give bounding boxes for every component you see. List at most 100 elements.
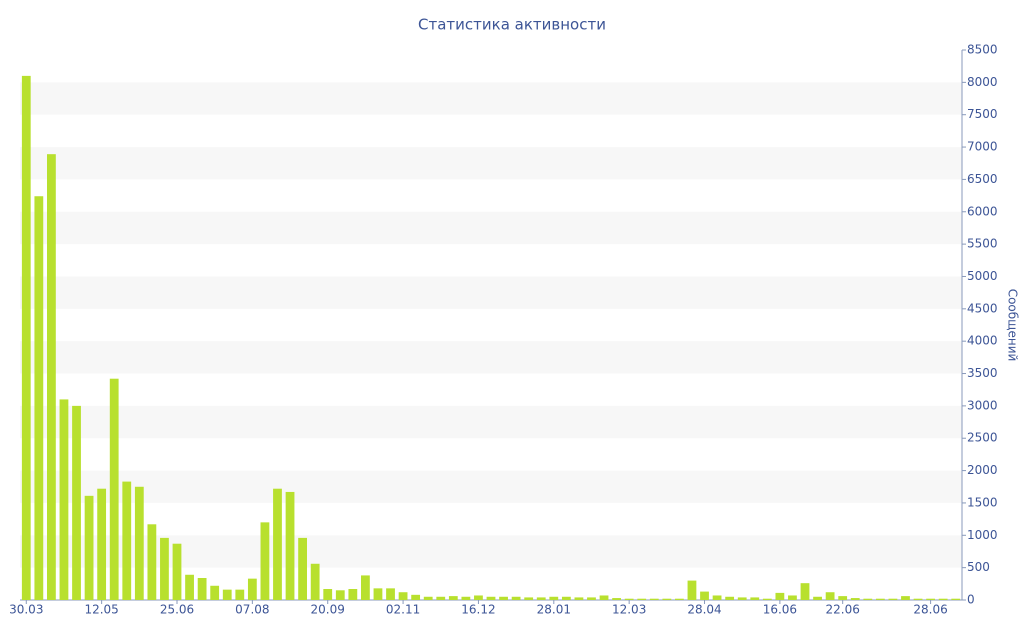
- bar: [863, 598, 873, 600]
- bar: [210, 585, 220, 600]
- bar: [850, 598, 860, 600]
- bar: [675, 598, 684, 600]
- y-tick-label: 3000: [967, 398, 998, 412]
- bar: [34, 196, 44, 600]
- bar: [536, 597, 546, 600]
- y-tick-label: 5000: [967, 269, 998, 283]
- x-tick-label: 12.05: [84, 603, 118, 617]
- bar: [587, 597, 596, 600]
- bar: [185, 574, 194, 600]
- bar: [122, 481, 132, 600]
- bar: [398, 592, 408, 600]
- bar: [511, 596, 521, 600]
- bar: [913, 598, 923, 600]
- bar: [637, 598, 647, 600]
- bar: [285, 491, 295, 600]
- bar: [825, 592, 835, 600]
- bar: [361, 575, 370, 600]
- y-tick-label: 3500: [967, 366, 998, 380]
- bar: [599, 595, 609, 600]
- bar: [561, 596, 571, 600]
- x-tick-label: 22.06: [826, 603, 860, 617]
- bar: [612, 598, 621, 600]
- bar: [762, 598, 772, 600]
- grid-band: [20, 211, 962, 245]
- bar: [662, 598, 672, 600]
- bar: [109, 378, 119, 600]
- x-tick-label: 28.06: [913, 603, 947, 617]
- bar: [712, 595, 722, 600]
- bar: [134, 486, 144, 600]
- bar: [97, 488, 107, 600]
- bar: [273, 488, 282, 600]
- bar: [436, 596, 446, 600]
- x-tick-label: 07.08: [235, 603, 269, 617]
- bar: [47, 154, 56, 601]
- bar: [222, 589, 232, 600]
- y-tick-label: 0: [967, 593, 975, 607]
- bar: [901, 596, 910, 600]
- bar: [348, 589, 358, 600]
- y-tick-label: 6000: [967, 204, 998, 218]
- bar: [310, 563, 320, 600]
- y-tick-label: 8000: [967, 75, 998, 89]
- bar: [574, 597, 584, 600]
- bar: [474, 595, 483, 600]
- bar: [260, 522, 270, 600]
- bar: [247, 578, 257, 600]
- x-tick-label: 25.06: [160, 603, 194, 617]
- x-tick-label: 16.12: [461, 603, 495, 617]
- y-tick-label: 2500: [967, 431, 998, 445]
- bar: [72, 405, 81, 600]
- grid-band: [20, 147, 962, 180]
- bar: [423, 596, 433, 600]
- bar: [788, 595, 797, 600]
- bar: [21, 75, 31, 601]
- y-tick-label: 4500: [967, 301, 998, 315]
- y-tick-label: 8500: [967, 43, 998, 57]
- x-tick-label: 28.01: [537, 603, 571, 617]
- bar: [549, 596, 559, 600]
- bar: [700, 591, 709, 600]
- grid-band: [20, 82, 962, 115]
- bar: [160, 537, 169, 600]
- bar: [926, 598, 935, 600]
- bar: [84, 495, 94, 600]
- bar: [335, 590, 345, 600]
- grid-band: [20, 405, 962, 439]
- bar: [448, 596, 458, 600]
- bar: [486, 596, 496, 600]
- x-tick-label: 16.06: [763, 603, 797, 617]
- bar: [737, 597, 747, 600]
- bar: [938, 598, 948, 600]
- bar: [951, 598, 961, 600]
- bar: [235, 589, 245, 600]
- bar: [750, 597, 760, 600]
- x-tick-label: 30.03: [9, 603, 43, 617]
- bar: [461, 596, 471, 600]
- y-tick-label: 5500: [967, 237, 998, 251]
- bar: [386, 588, 395, 600]
- bar: [800, 583, 810, 600]
- bar: [838, 596, 848, 600]
- bar: [411, 594, 421, 600]
- y-tick-label: 7000: [967, 140, 998, 154]
- bar: [298, 537, 307, 600]
- chart-title: Статистика активности: [418, 16, 606, 34]
- bar: [775, 592, 785, 600]
- bar: [172, 543, 182, 600]
- y-tick-label: 6500: [967, 172, 998, 186]
- y-tick-label: 4000: [967, 334, 998, 348]
- bar: [649, 598, 659, 600]
- y-axis-label: Сообщений: [1006, 289, 1020, 362]
- bar: [725, 596, 735, 600]
- y-tick-label: 1500: [967, 495, 998, 509]
- bar: [888, 598, 898, 600]
- y-tick-label: 500: [967, 560, 990, 574]
- bar: [524, 597, 534, 600]
- bar: [813, 596, 822, 600]
- bar: [687, 580, 697, 600]
- y-tick-label: 7500: [967, 107, 998, 121]
